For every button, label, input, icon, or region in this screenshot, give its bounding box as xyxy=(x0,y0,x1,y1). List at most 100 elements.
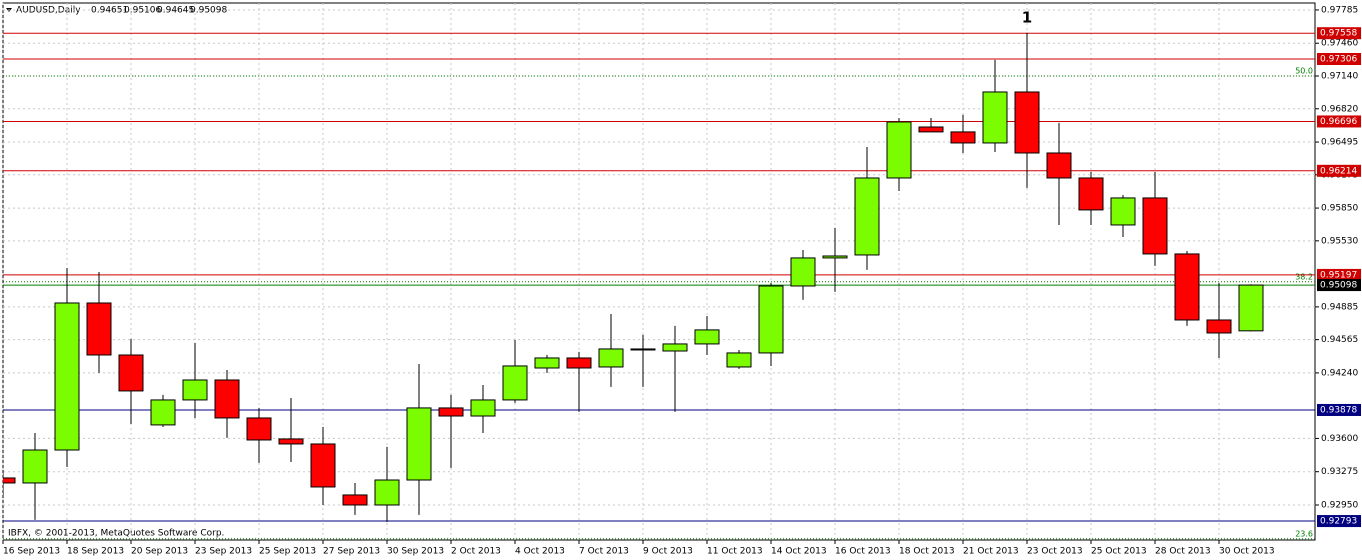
candle-body xyxy=(662,343,688,352)
x-tick-label: 27 Sep 2013 xyxy=(323,547,380,557)
candle-body xyxy=(1142,197,1168,255)
x-tick-label: 18 Oct 2013 xyxy=(899,547,955,557)
candle-body xyxy=(22,449,48,484)
axes: 0.977850.974600.971400.968200.964950.961… xyxy=(2,5,1361,557)
fib-label: 50.0 xyxy=(1295,66,1313,75)
x-tick-label: 18 Sep 2013 xyxy=(67,547,124,557)
y-tick-label: 0.94565 xyxy=(1321,335,1358,345)
y-tick-label: 0.94885 xyxy=(1321,302,1358,312)
candle-body xyxy=(598,348,624,368)
candle-body xyxy=(1046,152,1072,179)
candle-body xyxy=(534,357,560,369)
x-tick-label: 4 Oct 2013 xyxy=(515,547,565,557)
candle-body xyxy=(118,354,144,392)
level-label: 0.95197 xyxy=(1320,270,1357,280)
level-label: 0.95098 xyxy=(1320,281,1357,291)
x-tick-label: 25 Sep 2013 xyxy=(259,547,316,557)
y-tick-label: 0.94240 xyxy=(1321,368,1358,378)
x-tick-label: 14 Oct 2013 xyxy=(771,547,827,557)
candle-body xyxy=(470,399,496,417)
candle-body xyxy=(726,352,752,368)
x-tick-label: 9 Oct 2013 xyxy=(643,547,693,557)
header-value: 0.94651 xyxy=(91,6,128,16)
x-tick-label: 2 Oct 2013 xyxy=(451,547,501,557)
candle-body xyxy=(886,121,912,179)
candle-body xyxy=(918,126,944,133)
candle-body xyxy=(1014,91,1040,154)
candle-body xyxy=(438,407,464,417)
level-label: 0.93878 xyxy=(1320,405,1357,415)
candle-body xyxy=(54,302,80,451)
candle-body xyxy=(758,285,784,354)
level-label: 0.97306 xyxy=(1320,55,1357,65)
candle-body xyxy=(86,302,112,356)
candle-body xyxy=(1110,197,1136,226)
plot-area xyxy=(2,2,1316,541)
chart-title: AUDUSD,Daily xyxy=(16,6,81,16)
level-label: 0.92793 xyxy=(1320,517,1357,527)
candle-body xyxy=(246,417,272,441)
level-label-bg xyxy=(1317,403,1361,416)
level-label-bg xyxy=(1317,53,1361,66)
y-tick-label: 0.93275 xyxy=(1321,467,1358,477)
candle-body xyxy=(214,379,240,419)
candle-body xyxy=(950,131,976,144)
header-value: 0.95106 xyxy=(124,6,161,16)
x-tick-label: 23 Oct 2013 xyxy=(1027,547,1083,557)
candle-body xyxy=(982,91,1008,144)
candle-body xyxy=(3,477,16,484)
level-label-bg xyxy=(1317,27,1361,40)
x-tick-label: 11 Oct 2013 xyxy=(707,547,763,557)
candle-body xyxy=(790,257,816,287)
candle-body xyxy=(278,438,304,445)
y-tick-label: 0.93600 xyxy=(1321,434,1358,444)
y-tick-label: 0.97460 xyxy=(1321,39,1358,49)
candle-body xyxy=(694,329,720,345)
fib-label: 38.2 xyxy=(1295,272,1313,281)
candle-body xyxy=(1174,253,1200,321)
candle-body xyxy=(310,443,336,488)
x-tick-label: 25 Oct 2013 xyxy=(1091,547,1147,557)
candle-body xyxy=(150,399,176,426)
y-tick-label: 0.97785 xyxy=(1321,5,1358,15)
x-tick-label: 16 Oct 2013 xyxy=(835,547,891,557)
candle-body xyxy=(1206,319,1232,334)
level-label: 0.96696 xyxy=(1320,117,1357,127)
level-label-bg xyxy=(1317,279,1361,292)
candle-body xyxy=(406,407,432,481)
copyright: IBFX, © 2001-2013, MetaQuotes Software C… xyxy=(8,529,224,539)
y-tick-label: 0.96820 xyxy=(1321,104,1358,114)
x-tick-label: 23 Sep 2013 xyxy=(195,547,252,557)
candle-body xyxy=(1238,284,1264,332)
x-tick-label: 30 Oct 2013 xyxy=(1219,547,1275,557)
candle-body xyxy=(502,365,528,401)
x-tick-label: 30 Sep 2013 xyxy=(387,547,444,557)
candle-body xyxy=(342,494,368,506)
x-tick-label: 20 Sep 2013 xyxy=(131,547,188,557)
x-tick-label: 16 Sep 2013 xyxy=(3,547,60,557)
x-tick-label: 7 Oct 2013 xyxy=(579,547,629,557)
y-tick-label: 0.96495 xyxy=(1321,138,1358,148)
y-tick-label: 0.95850 xyxy=(1321,204,1358,214)
header-value: 0.95098 xyxy=(190,6,227,16)
header-value: 0.94645 xyxy=(157,6,194,16)
candle-body xyxy=(566,357,592,369)
annotation: 1 xyxy=(1022,8,1032,26)
candles xyxy=(3,32,1264,522)
candle-body xyxy=(822,255,848,259)
level-label-bg xyxy=(1317,115,1361,128)
candle-body xyxy=(630,348,656,351)
fib-label: 23.6 xyxy=(1295,529,1313,538)
y-tick-label: 0.92950 xyxy=(1321,500,1358,510)
y-tick-label: 0.95530 xyxy=(1321,236,1358,246)
level-label-bg xyxy=(1317,164,1361,177)
grid xyxy=(2,3,1315,540)
x-tick-label: 28 Oct 2013 xyxy=(1155,547,1211,557)
level-label-bg xyxy=(1317,515,1361,528)
level-label: 0.97558 xyxy=(1320,29,1357,39)
candle-body xyxy=(854,177,880,256)
candle-body xyxy=(1078,177,1104,211)
x-tick-label: 21 Oct 2013 xyxy=(963,547,1019,557)
level-label-bg xyxy=(1317,268,1361,281)
